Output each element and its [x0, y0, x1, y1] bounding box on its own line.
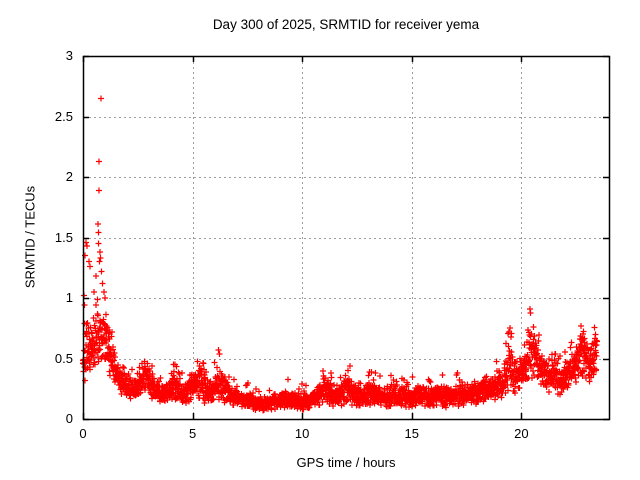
- y-tick-label: 2: [65, 169, 73, 184]
- x-axis-label: GPS time / hours: [296, 455, 396, 470]
- plot-border: [82, 55, 611, 421]
- x-tick-label: 0: [79, 426, 87, 441]
- y-tick-label: 3: [65, 48, 73, 63]
- x-tick-label: 10: [294, 426, 310, 441]
- y-tick-label: 1: [65, 290, 73, 305]
- chart-title: Day 300 of 2025, SRMTID for receiver yem…: [212, 17, 480, 32]
- x-tick-label: 15: [404, 426, 419, 441]
- y-tick-label: 0: [65, 411, 73, 426]
- x-tick-label: 5: [188, 426, 197, 441]
- grid-lines: [84, 57, 608, 418]
- y-tick-label: 0.5: [54, 350, 73, 366]
- x-tick-label: 20: [514, 426, 529, 441]
- y-tick-label: 1.5: [54, 229, 73, 245]
- y-tick-label: 2.5: [54, 108, 73, 124]
